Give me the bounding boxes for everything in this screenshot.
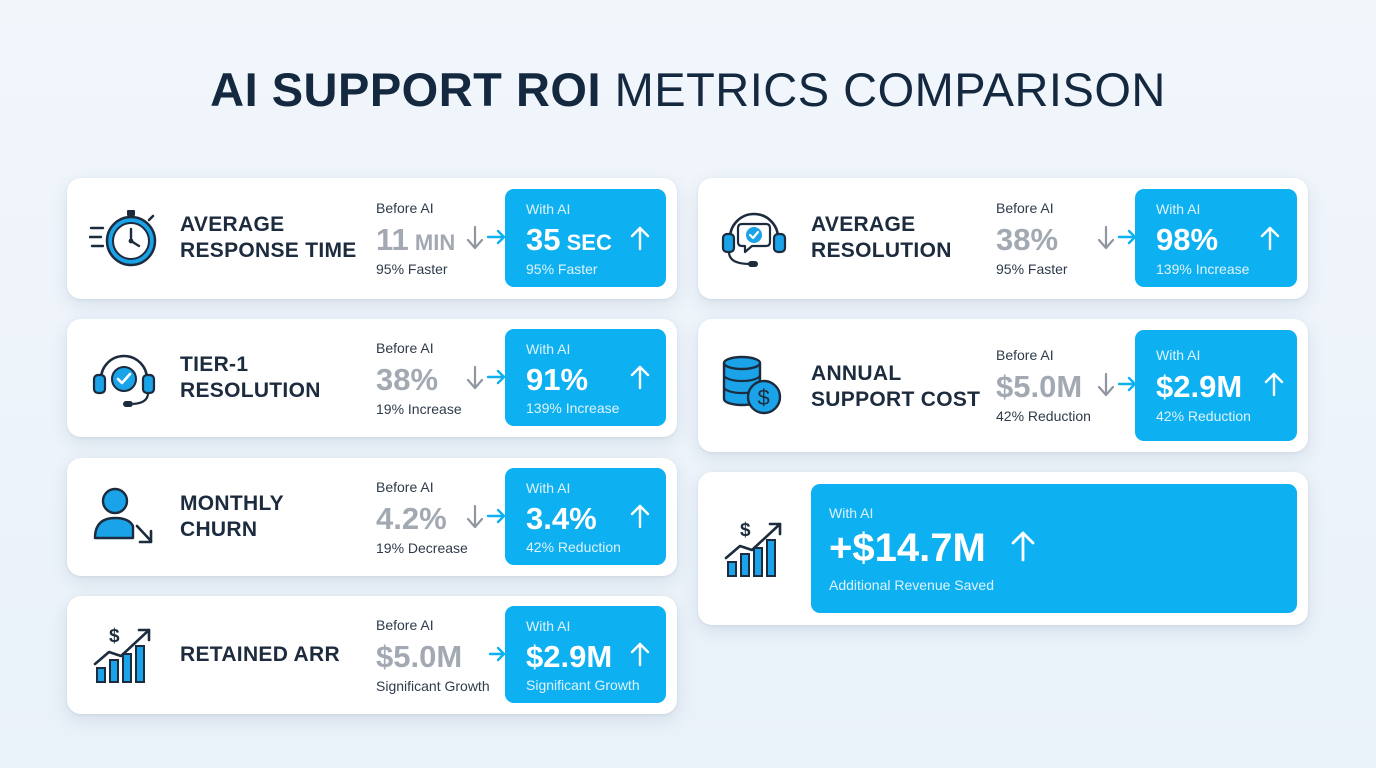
metric-label: MONTHLY CHURN xyxy=(180,492,284,541)
right-arrow-icon xyxy=(488,646,506,662)
ai-caption: With AI xyxy=(1156,201,1201,217)
svg-text:$: $ xyxy=(758,385,770,410)
svg-text:$: $ xyxy=(109,626,120,647)
user-arrow-down-icon xyxy=(93,487,153,544)
arrow-up-icon xyxy=(1011,531,1035,562)
ai-caption: With AI xyxy=(526,618,571,634)
ai-subtext: Significant Growth xyxy=(526,677,640,693)
metric-label: ANNUAL SUPPORT COST xyxy=(811,362,981,411)
ai-value: $2.9M xyxy=(526,639,613,674)
before-caption: Before AI xyxy=(376,617,434,633)
ai-value: 35 SEC xyxy=(526,222,612,257)
arrow-up-icon xyxy=(1260,226,1280,251)
stopwatch-icon xyxy=(89,210,157,267)
metric-label: AVERAGE RESOLUTION xyxy=(811,213,952,262)
with-ai-box: With AI +$14.7M Additional Revenue Saved xyxy=(811,484,1297,613)
ai-value: 98% xyxy=(1156,222,1219,257)
ai-subtext: 42% Reduction xyxy=(526,539,621,555)
metric-card-monthly-churn: MONTHLY CHURN Before AI 4.2% 19% Decreas… xyxy=(67,458,677,576)
with-ai-box: With AI 3.4% 42% Reduction xyxy=(505,468,666,565)
before-caption: Before AI xyxy=(996,200,1054,216)
before-subtext: 19% Decrease xyxy=(376,540,468,556)
before-subtext: 19% Increase xyxy=(376,401,462,417)
before-subtext: 42% Reduction xyxy=(996,408,1091,424)
ai-value: 3.4% xyxy=(526,501,597,536)
ai-caption: With AI xyxy=(829,505,874,521)
with-ai-box: With AI 98% 139% Increase xyxy=(1135,189,1297,287)
svg-text:$: $ xyxy=(740,520,751,541)
metric-card-tier1-resolution: TIER-1 RESOLUTION Before AI 38% 19% Incr… xyxy=(67,319,677,437)
metric-card-additional-revenue: $ With AI +$14.7M Additional Revenue Sav… xyxy=(698,472,1308,625)
before-value: 38% xyxy=(996,222,1059,257)
ai-subtext: 139% Increase xyxy=(1156,261,1250,277)
down-right-arrows-icon xyxy=(1097,225,1137,250)
down-right-arrows-icon xyxy=(466,504,506,529)
before-caption: Before AI xyxy=(376,479,434,495)
arrow-up-icon xyxy=(630,226,650,251)
coin-stack-dollar-icon: $ xyxy=(722,355,782,415)
ai-caption: With AI xyxy=(1156,347,1201,363)
metric-card-annual-support-cost: $ ANNUAL SUPPORT COST Before AI $5.0M 42… xyxy=(698,319,1308,452)
down-right-arrows-icon xyxy=(1097,372,1137,397)
ai-subtext: 139% Increase xyxy=(526,400,620,416)
before-subtext: 95% Faster xyxy=(996,261,1068,277)
before-subtext: 95% Faster xyxy=(376,261,448,277)
ai-value: +$14.7M xyxy=(829,526,986,570)
metric-card-average-resolution: AVERAGE RESOLUTION Before AI 38% 95% Fas… xyxy=(698,178,1308,299)
before-value: $5.0M xyxy=(996,369,1083,404)
before-subtext: Significant Growth xyxy=(376,678,490,694)
metric-label: AVERAGE RESPONSE TIME xyxy=(180,213,357,262)
ai-caption: With AI xyxy=(526,201,571,217)
headset-check-icon xyxy=(92,354,156,407)
before-caption: Before AI xyxy=(376,340,434,356)
metric-label: TIER-1 RESOLUTION xyxy=(180,353,321,402)
with-ai-box: With AI $2.9M Significant Growth xyxy=(505,606,666,703)
arrow-up-icon xyxy=(630,504,650,529)
ai-subtext: 95% Faster xyxy=(526,261,598,277)
with-ai-box: With AI $2.9M 42% Reduction xyxy=(1135,330,1297,441)
ai-caption: With AI xyxy=(526,341,571,357)
before-caption: Before AI xyxy=(376,200,434,216)
arrow-up-icon xyxy=(630,365,650,390)
metric-label: RETAINED ARR xyxy=(180,643,340,666)
metric-card-retained-arr: $ RETAINED ARR Before AI $5.0M Significa… xyxy=(67,596,677,714)
ai-caption: With AI xyxy=(526,480,571,496)
ai-value: $2.9M xyxy=(1156,369,1243,404)
dollar-growth-chart-icon: $ xyxy=(93,626,151,683)
ai-subtext: Additional Revenue Saved xyxy=(829,577,995,593)
arrow-up-icon xyxy=(630,642,650,667)
ai-value: 91% xyxy=(526,362,589,397)
before-value: 4.2% xyxy=(376,501,447,536)
page-title: AI SUPPORT ROI METRICS COMPARISON xyxy=(210,63,1166,116)
before-caption: Before AI xyxy=(996,347,1054,363)
headset-chat-check-icon xyxy=(721,212,787,267)
with-ai-box: With AI 35 SEC 95% Faster xyxy=(505,189,666,287)
down-right-arrows-icon xyxy=(466,365,506,390)
dollar-growth-chart-icon: $ xyxy=(724,520,782,577)
before-value: 11 MIN xyxy=(376,222,456,257)
ai-subtext: 42% Reduction xyxy=(1156,408,1251,424)
metric-card-response-time: AVERAGE RESPONSE TIME Before AI 11 MIN 9… xyxy=(67,178,677,299)
with-ai-box: With AI 91% 139% Increase xyxy=(505,329,666,426)
arrow-up-icon xyxy=(1264,372,1284,397)
before-value: 38% xyxy=(376,362,439,397)
down-right-arrows-icon xyxy=(466,225,506,250)
before-value: $5.0M xyxy=(376,639,463,674)
